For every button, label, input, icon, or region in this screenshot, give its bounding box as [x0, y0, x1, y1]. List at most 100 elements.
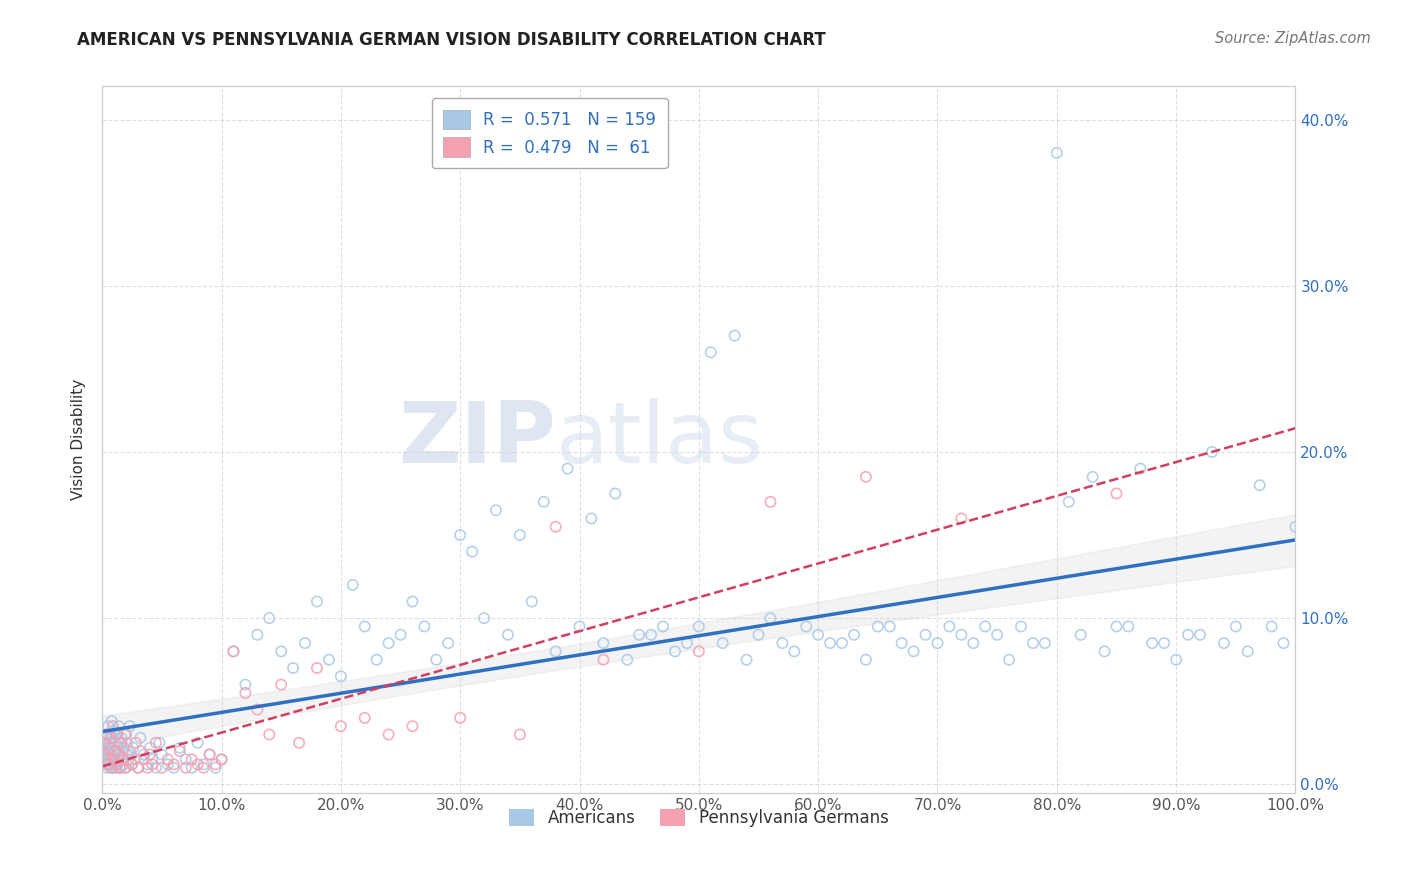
Point — [818, 636, 841, 650]
Point — [1188, 628, 1211, 642]
Point — [246, 628, 269, 642]
Point — [129, 731, 152, 745]
Point — [1010, 619, 1032, 633]
Point — [104, 752, 127, 766]
Point — [169, 744, 191, 758]
Point — [1094, 644, 1116, 658]
Point — [104, 736, 127, 750]
Point — [100, 740, 122, 755]
Point — [783, 644, 806, 658]
Point — [246, 702, 269, 716]
Point — [174, 752, 197, 766]
Point — [124, 736, 146, 750]
Point — [1225, 619, 1247, 633]
Point — [449, 711, 471, 725]
Point — [700, 345, 723, 359]
Point — [121, 757, 143, 772]
Point — [100, 731, 122, 745]
Point — [1046, 145, 1069, 160]
Point — [180, 752, 202, 766]
Point — [101, 757, 124, 772]
Point — [100, 761, 122, 775]
Point — [98, 736, 121, 750]
Point — [605, 486, 627, 500]
Point — [105, 727, 128, 741]
Point — [96, 740, 118, 755]
Point — [187, 757, 209, 772]
Point — [121, 757, 143, 772]
Point — [938, 619, 960, 633]
Point — [108, 747, 131, 762]
Point — [111, 744, 134, 758]
Point — [96, 727, 118, 741]
Point — [108, 761, 131, 775]
Point — [117, 752, 139, 766]
Point — [568, 619, 591, 633]
Point — [688, 644, 710, 658]
Point — [329, 719, 352, 733]
Point — [425, 653, 447, 667]
Point — [496, 628, 519, 642]
Point — [96, 761, 118, 775]
Point — [211, 752, 233, 766]
Point — [110, 752, 132, 766]
Point — [112, 757, 135, 772]
Point — [136, 757, 159, 772]
Point — [127, 761, 149, 775]
Point — [903, 644, 925, 658]
Point — [163, 757, 186, 772]
Point — [962, 636, 984, 650]
Point — [96, 731, 118, 745]
Point — [1284, 520, 1306, 534]
Point — [110, 731, 132, 745]
Point — [141, 757, 163, 772]
Point — [222, 644, 245, 658]
Point — [117, 747, 139, 762]
Point — [187, 736, 209, 750]
Point — [107, 727, 129, 741]
Point — [294, 636, 316, 650]
Point — [101, 719, 124, 733]
Point — [129, 744, 152, 758]
Point — [204, 761, 226, 775]
Point — [281, 661, 304, 675]
Point — [211, 752, 233, 766]
Point — [927, 636, 949, 650]
Point — [139, 747, 162, 762]
Point — [723, 328, 745, 343]
Point — [592, 653, 614, 667]
Point — [1212, 636, 1234, 650]
Point — [676, 636, 699, 650]
Point — [169, 740, 191, 755]
Point — [103, 752, 125, 766]
Point — [108, 747, 131, 762]
Text: Source: ZipAtlas.com: Source: ZipAtlas.com — [1215, 31, 1371, 46]
Point — [288, 736, 311, 750]
Point — [98, 740, 121, 755]
Point — [222, 644, 245, 658]
Point — [842, 628, 865, 642]
Point — [449, 528, 471, 542]
Text: AMERICAN VS PENNSYLVANIA GERMAN VISION DISABILITY CORRELATION CHART: AMERICAN VS PENNSYLVANIA GERMAN VISION D… — [77, 31, 827, 49]
Point — [97, 752, 120, 766]
Point — [94, 727, 117, 741]
Point — [112, 752, 135, 766]
Point — [616, 653, 638, 667]
Point — [914, 628, 936, 642]
Point — [389, 628, 412, 642]
Point — [145, 761, 167, 775]
Point — [770, 636, 793, 650]
Point — [305, 594, 328, 608]
Point — [950, 511, 973, 525]
Point — [866, 619, 889, 633]
Point — [145, 736, 167, 750]
Point — [148, 736, 170, 750]
Point — [118, 719, 141, 733]
Point — [974, 619, 997, 633]
Point — [353, 619, 375, 633]
Point — [124, 752, 146, 766]
Point — [592, 636, 614, 650]
Point — [198, 747, 221, 762]
Point — [544, 644, 567, 658]
Point — [342, 578, 364, 592]
